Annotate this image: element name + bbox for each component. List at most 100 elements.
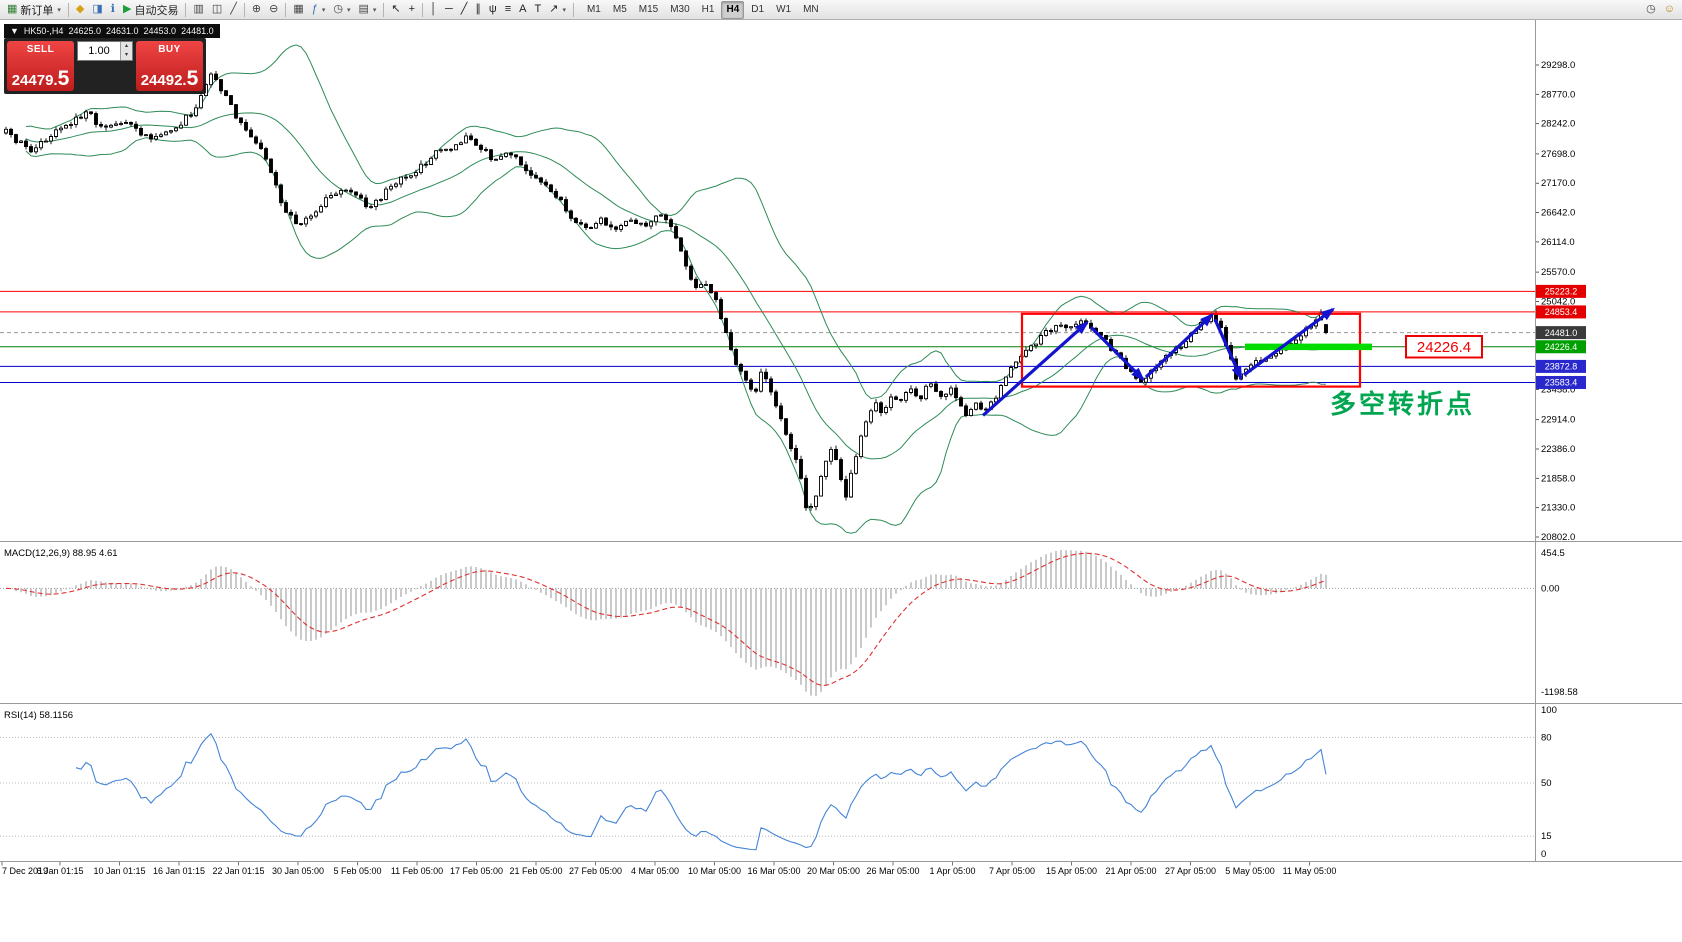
volume-down-button[interactable]: ▾	[121, 51, 132, 60]
svg-text:0: 0	[1541, 849, 1546, 860]
metaeditor-button[interactable]: ◆	[72, 1, 88, 19]
toolbar-separator	[67, 2, 69, 17]
sell-price: 24479.5	[11, 67, 70, 90]
crosshair-icon: +	[408, 3, 416, 15]
bollinger-bands	[25, 44, 1327, 534]
svg-text:7 Apr 05:00: 7 Apr 05:00	[989, 866, 1035, 876]
volume-input[interactable]	[78, 42, 120, 60]
svg-text:50: 50	[1541, 778, 1552, 789]
new-order-button[interactable]: ▦ 新订单 ▾	[3, 1, 65, 19]
svg-text:454.5: 454.5	[1541, 548, 1565, 559]
svg-text:21 Feb 05:00: 21 Feb 05:00	[509, 866, 562, 876]
svg-text:80: 80	[1541, 732, 1552, 743]
label-icon: T	[534, 3, 542, 15]
arrows-button[interactable]: ↗ ▾	[545, 1, 570, 19]
trendline-button[interactable]: ╱	[457, 1, 472, 19]
svg-text:26 Mar 05:00: 26 Mar 05:00	[866, 866, 919, 876]
metaeditor-icon: ◆	[75, 3, 85, 15]
channel-icon: ∥	[475, 3, 481, 15]
zoom-out-button[interactable]: ⊖	[265, 1, 282, 19]
svg-text:-1198.58: -1198.58	[1541, 687, 1578, 698]
svg-text:15 Apr 05:00: 15 Apr 05:00	[1046, 866, 1097, 876]
autotrading-label: 自动交易	[134, 4, 179, 17]
svg-text:27698.0: 27698.0	[1541, 149, 1575, 160]
buy-button[interactable]: BUY 24492.5	[136, 41, 203, 91]
clock-button[interactable]: ◷	[1642, 1, 1660, 19]
support-price-tag: 24226.4	[1405, 335, 1483, 359]
fibonacci-button[interactable]: ≡	[501, 1, 515, 19]
timeframe-m30-button[interactable]: M30	[670, 3, 690, 15]
terminal-button[interactable]: ◨	[88, 1, 106, 19]
help-button[interactable]: ℹ	[107, 1, 119, 19]
ohlc-low: 24453.0	[143, 26, 177, 36]
fibonacci-icon: ≡	[504, 3, 512, 15]
timeframe-w1-button[interactable]: W1	[776, 3, 792, 15]
tile-windows-button[interactable]: ▦	[289, 1, 307, 19]
timeframe-mn-button[interactable]: MN	[803, 3, 819, 15]
sell-button[interactable]: SELL 24479.5	[7, 41, 74, 91]
svg-text:16 Jan 01:15: 16 Jan 01:15	[153, 866, 205, 876]
svg-text:27 Feb 05:00: 27 Feb 05:00	[569, 866, 622, 876]
svg-text:17 Feb 05:00: 17 Feb 05:00	[450, 866, 503, 876]
svg-text:24481.0: 24481.0	[1545, 328, 1578, 338]
line-chart-button[interactable]: ╱	[226, 1, 241, 19]
terminal-icon: ◨	[92, 3, 103, 15]
help-icon: ℹ	[110, 3, 115, 15]
bar-chart-button[interactable]: ▥	[189, 1, 207, 19]
smiley-button[interactable]: ☺	[1660, 1, 1679, 19]
svg-text:10 Jan 01:15: 10 Jan 01:15	[93, 866, 145, 876]
svg-text:26114.0: 26114.0	[1541, 237, 1575, 248]
pitchfork-button[interactable]: ψ	[485, 1, 501, 19]
timeframe-m5-button[interactable]: M5	[612, 3, 627, 15]
svg-text:20 Mar 05:00: 20 Mar 05:00	[807, 866, 860, 876]
buy-button-label: BUY	[158, 44, 181, 55]
bar-chart-icon: ▥	[193, 3, 204, 15]
timeframe-m15-button[interactable]: M15	[638, 3, 659, 15]
toolbar-separator	[422, 2, 424, 17]
pitchfork-icon: ψ	[488, 3, 497, 15]
templates-button[interactable]: ▤ ▾	[355, 1, 381, 19]
label-button[interactable]: T	[530, 1, 545, 19]
indicators-button[interactable]: ƒ ▾	[308, 1, 330, 19]
price-axis[interactable]: 29298.0 28770.0 28242.0 27698.0 27170.0 26642…	[1535, 60, 1586, 860]
zoom-in-button[interactable]: ⊕	[248, 1, 265, 19]
timeframe-bar: M1 M5 M15 M30 H1 H4 D1 W1 MN	[581, 0, 825, 19]
svg-text:6 Jan 01:15: 6 Jan 01:15	[36, 866, 83, 876]
text-button[interactable]: A	[515, 1, 530, 19]
horizontal-line-button[interactable]: ─	[441, 1, 457, 19]
svg-text:20802.0: 20802.0	[1541, 532, 1575, 543]
rsi-label: RSI(14) 58.1156	[4, 710, 73, 721]
svg-text:1 Apr 05:00: 1 Apr 05:00	[929, 866, 975, 876]
svg-text:22 Jan 01:15: 22 Jan 01:15	[212, 866, 264, 876]
candlestick-chart-button[interactable]: ◫	[208, 1, 226, 19]
autotrading-button[interactable]: ▶ 自动交易	[119, 1, 182, 19]
timeframe-d1-button[interactable]: D1	[751, 3, 765, 15]
cursor-icon: ↖	[391, 3, 401, 15]
turning-point-note: 多空转折点	[1330, 389, 1475, 419]
tile-windows-icon: ▦	[293, 3, 304, 15]
svg-text:27 Apr 05:00: 27 Apr 05:00	[1165, 866, 1216, 876]
svg-text:100: 100	[1541, 705, 1557, 716]
crosshair-button[interactable]: +	[405, 1, 419, 19]
svg-text:11 May 05:00: 11 May 05:00	[1283, 866, 1337, 876]
svg-text:29298.0: 29298.0	[1541, 60, 1575, 71]
timeframe-m1-button[interactable]: M1	[586, 3, 601, 15]
svg-text:25042.0: 25042.0	[1541, 296, 1575, 307]
volume-up-button[interactable]: ▴	[121, 42, 132, 51]
cursor-button[interactable]: ↖	[387, 1, 404, 19]
svg-text:30 Jan 05:00: 30 Jan 05:00	[272, 866, 324, 876]
toolbar-separator	[383, 2, 385, 17]
timeframe-h1-button[interactable]: H1	[701, 3, 715, 15]
channel-button[interactable]: ∥	[471, 1, 485, 19]
vertical-line-button[interactable]: │	[426, 1, 441, 19]
collapse-icon[interactable]: ▼	[10, 26, 19, 36]
arrows-caret-icon: ▾	[562, 6, 566, 14]
one-click-trading-panel: SELL 24479.5 ▴ ▾ BUY 24492.5	[4, 38, 206, 94]
zoom-in-icon: ⊕	[251, 3, 262, 15]
timeframe-h4-button[interactable]: H4	[721, 0, 745, 19]
svg-text:5 May 05:00: 5 May 05:00	[1225, 866, 1275, 876]
periods-button[interactable]: ◷ ▾	[329, 1, 354, 19]
buy-price: 24492.5	[140, 67, 199, 90]
